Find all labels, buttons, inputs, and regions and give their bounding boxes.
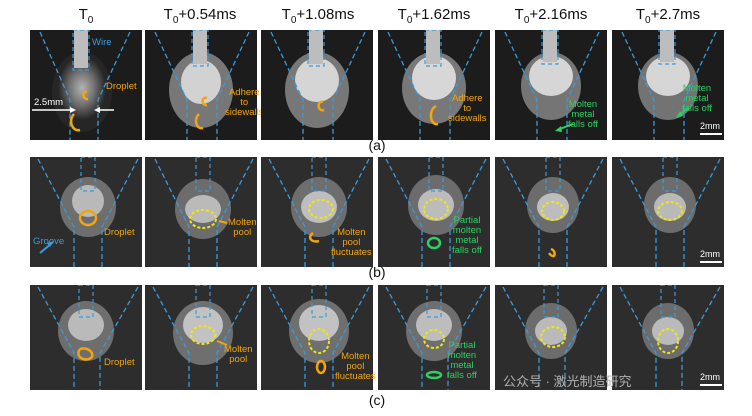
- caption-a: (a): [368, 137, 386, 153]
- frame-a-2: [261, 30, 373, 140]
- frame-c-1: [145, 285, 257, 395]
- scale-b: 2mm: [700, 249, 720, 259]
- header-t3: T0+1.62ms: [397, 6, 471, 26]
- label-groove: Groove: [33, 236, 65, 247]
- label-adhere-1: Adhere to sidewalls: [225, 87, 264, 118]
- frame-a-4: [495, 30, 607, 140]
- frame-b-5: [612, 157, 724, 267]
- frame-a-5: [612, 30, 724, 140]
- frame-a-3: [378, 30, 490, 140]
- scale-bar-b: [700, 261, 722, 263]
- label-falls-1: Molten metal falls off: [568, 99, 598, 130]
- frame-b-0: [30, 157, 142, 267]
- scale-bar-a: [700, 133, 722, 135]
- label-pool-c: Molten pool: [224, 344, 253, 365]
- label-fluct-b: Molten pool fluctuates: [331, 227, 372, 258]
- label-width: 2.5mm: [34, 97, 64, 108]
- label-partial-c: Partial molten metal falls off: [447, 340, 477, 381]
- frame-b-4: [495, 157, 607, 267]
- header-t5: T0+2.7ms: [635, 6, 701, 26]
- frame-c-5: [612, 285, 724, 395]
- label-partial-b: Partial molten metal falls off: [452, 215, 482, 256]
- label-pool-b: Molten pool: [228, 217, 257, 238]
- watermark: 公众号 · 激光制造研究: [503, 374, 632, 389]
- frame-a-1: [145, 30, 257, 140]
- frame-c-0: [30, 285, 142, 395]
- frame-b-3: [378, 157, 490, 267]
- caption-b: (b): [368, 264, 386, 280]
- frame-b-1: [145, 157, 257, 267]
- header-t0: T0: [78, 6, 94, 26]
- frame-c-2: [261, 285, 373, 395]
- scale-bar-c: [700, 384, 722, 386]
- scale-a: 2mm: [700, 121, 720, 131]
- frame-c-4: [495, 285, 607, 395]
- header-t2: T0+1.08ms: [281, 6, 355, 26]
- caption-c: (c): [368, 392, 386, 408]
- header-t1: T0+0.54ms: [163, 6, 237, 26]
- label-fluct-c: Molten pool fluctuates: [335, 351, 376, 382]
- header-t4: T0+2.16ms: [514, 6, 588, 26]
- frame-c-3: [378, 285, 490, 395]
- label-adhere-2: Adhere to sidewalls: [448, 93, 487, 124]
- label-droplet-c: Droplet: [104, 357, 135, 368]
- label-droplet-a: Droplet: [106, 81, 137, 92]
- label-droplet-b: Droplet: [104, 227, 135, 238]
- scale-c: 2mm: [700, 372, 720, 382]
- frame-b-2: [261, 157, 373, 267]
- label-wire: Wire: [92, 37, 112, 48]
- frame-a-0: [30, 30, 142, 140]
- label-falls-2: Molten metal falls off: [682, 83, 712, 114]
